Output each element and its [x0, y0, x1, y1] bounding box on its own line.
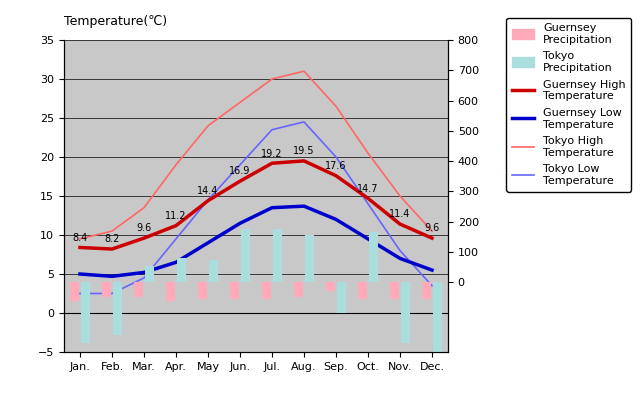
Text: 19.2: 19.2 [261, 148, 283, 158]
Bar [81, 282, 90, 343]
Bar [262, 282, 271, 299]
Text: 11.4: 11.4 [389, 209, 411, 219]
Bar [305, 235, 314, 282]
Text: 14.4: 14.4 [197, 186, 219, 196]
Bar [337, 282, 346, 313]
Bar [230, 282, 239, 299]
Text: 17.6: 17.6 [325, 161, 347, 171]
Text: 11.2: 11.2 [165, 211, 187, 221]
Bar [145, 266, 154, 282]
Text: 9.6: 9.6 [424, 224, 440, 234]
Text: 19.5: 19.5 [293, 146, 315, 156]
Text: 14.7: 14.7 [357, 184, 379, 194]
Text: Temperature(℃): Temperature(℃) [64, 15, 167, 28]
Bar [326, 282, 335, 292]
Text: 16.9: 16.9 [229, 166, 251, 176]
Bar [209, 260, 218, 282]
Bar [390, 282, 399, 299]
Bar [273, 229, 282, 282]
Bar [433, 282, 442, 352]
Bar [241, 229, 250, 282]
Bar [134, 282, 143, 298]
Bar [177, 258, 186, 282]
Text: 8.2: 8.2 [104, 234, 120, 244]
Bar [198, 282, 207, 299]
Bar [166, 282, 175, 300]
Bar [401, 282, 410, 343]
Text: 9.6: 9.6 [136, 224, 152, 234]
Bar [70, 282, 79, 300]
Legend: Guernsey
Precipitation, Tokyo
Precipitation, Guernsey High
Temperature, Guernsey: Guernsey Precipitation, Tokyo Precipitat… [506, 18, 631, 192]
Bar [113, 282, 122, 335]
Bar [369, 232, 378, 282]
Bar [358, 282, 367, 299]
Bar [102, 282, 111, 298]
Text: 8.4: 8.4 [72, 233, 88, 243]
Bar [294, 282, 303, 298]
Bar [422, 282, 431, 299]
